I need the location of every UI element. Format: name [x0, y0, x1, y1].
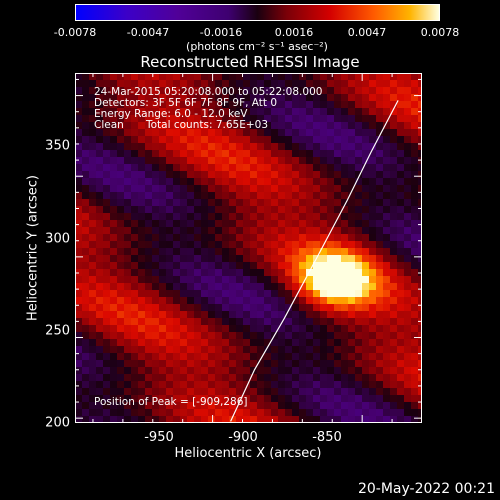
annotation-method: Clean: [94, 119, 124, 131]
colorbar-tick-label: -0.0047: [126, 26, 170, 39]
annotation-detectors: Detectors: 3F 5F 6F 7F 8F 9F, Att 0: [94, 97, 278, 109]
footer-timestamp: 20-May-2022 00:21: [357, 481, 495, 497]
colorbar: [75, 4, 440, 21]
heatmap-image: [75, 73, 422, 423]
y-tick-label: 200: [45, 415, 70, 431]
colorbar-tick-label: -0.0078: [53, 26, 97, 39]
annotation-total-counts: Total counts: 7.65E+03: [146, 119, 269, 131]
plot-area: 24-Mar-2015 05:20:08.000 to 05:22:08.000…: [75, 73, 422, 423]
solar-limb-overlay: [230, 100, 399, 422]
y-tick-label: 250: [45, 323, 70, 339]
colorbar-units-label: (photons cm⁻² s⁻¹ asec⁻²): [186, 40, 328, 53]
x-tick-label: -900: [228, 430, 258, 445]
chart-title: Reconstructed RHESSI Image: [140, 53, 360, 71]
y-tick-label: 350: [45, 138, 70, 154]
y-axis-label: Heliocentric Y (arcsec): [25, 175, 41, 321]
x-axis-label: Heliocentric X (arcsec): [174, 446, 322, 461]
colorbar-tick-label: 0.0016: [274, 26, 314, 39]
annotation-energy-range: Energy Range: 6.0 - 12.0 keV: [94, 108, 248, 120]
colorbar-tick-label: 0.0047: [347, 26, 387, 39]
colorbar-tick-label: -0.0016: [199, 26, 243, 39]
x-tick-label: -850: [312, 430, 342, 445]
y-tick-label: 300: [45, 231, 70, 247]
x-tick-label: -950: [144, 430, 174, 445]
annotation-time-range: 24-Mar-2015 05:20:08.000 to 05:22:08.000: [94, 86, 323, 98]
solar-limb-curve: [230, 100, 399, 422]
colorbar-tick-label: 0.0078: [420, 26, 460, 39]
annotation-peak-position: Position of Peak = [-909,286]: [94, 396, 248, 408]
